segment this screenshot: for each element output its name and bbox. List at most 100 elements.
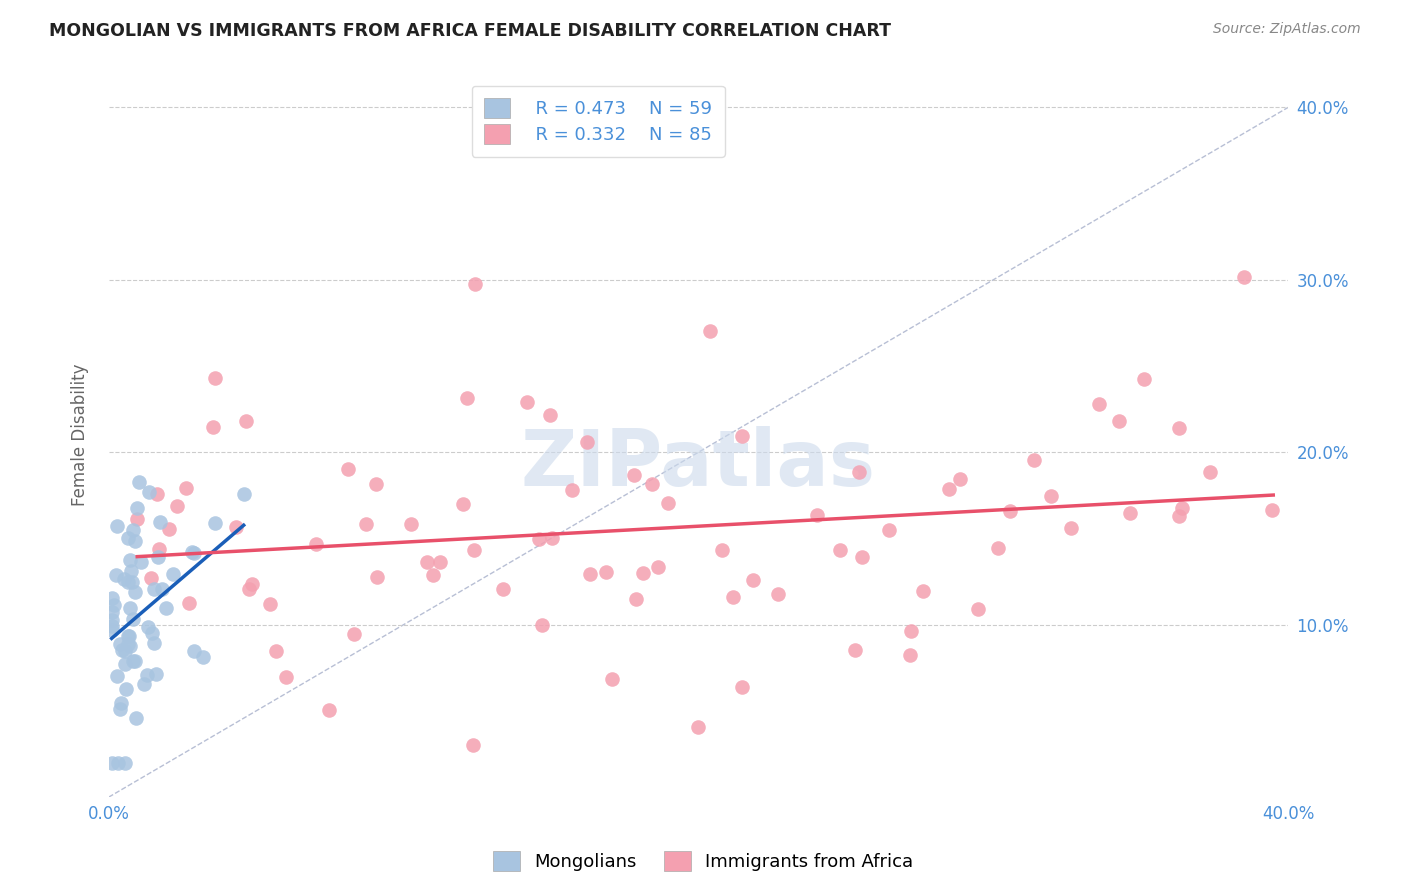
Point — [121, 612, 143, 626]
Point — [1133, 372, 1156, 386]
Point — [174, 481, 197, 495]
Point — [461, 739, 484, 753]
Point — [105, 669, 128, 683]
Point — [631, 566, 654, 581]
Point — [343, 627, 366, 641]
Point — [183, 644, 205, 658]
Point — [118, 553, 141, 567]
Point — [111, 643, 134, 657]
Point — [318, 702, 340, 716]
Point — [141, 626, 163, 640]
Point — [122, 654, 145, 668]
Point — [225, 520, 247, 534]
Point — [623, 468, 645, 483]
Point — [998, 503, 1021, 517]
Point — [686, 720, 709, 734]
Point — [699, 324, 721, 338]
Point — [183, 546, 205, 560]
Point — [1171, 500, 1194, 515]
Point — [416, 555, 439, 569]
Point — [146, 487, 169, 501]
Point — [305, 537, 328, 551]
Y-axis label: Female Disability: Female Disability — [72, 364, 89, 507]
Point — [337, 462, 360, 476]
Point — [1199, 465, 1222, 479]
Point — [100, 623, 122, 637]
Point — [463, 543, 485, 558]
Point — [117, 575, 139, 590]
Point — [516, 395, 538, 409]
Point — [949, 473, 972, 487]
Point — [987, 541, 1010, 555]
Point — [128, 475, 150, 489]
Point — [366, 570, 388, 584]
Point — [276, 670, 298, 684]
Point — [117, 629, 139, 643]
Point — [657, 496, 679, 510]
Point — [143, 582, 166, 597]
Point — [900, 624, 922, 638]
Point — [527, 532, 550, 546]
Point — [150, 582, 173, 597]
Point — [531, 618, 554, 632]
Point — [204, 516, 226, 530]
Point — [235, 414, 257, 428]
Point — [125, 501, 148, 516]
Point — [118, 639, 141, 653]
Point — [166, 499, 188, 513]
Point — [108, 637, 131, 651]
Point — [193, 649, 215, 664]
Point — [877, 523, 900, 537]
Point — [626, 591, 648, 606]
Point — [232, 487, 254, 501]
Point — [101, 613, 124, 627]
Point — [806, 508, 828, 522]
Point — [647, 560, 669, 574]
Point — [1108, 414, 1130, 428]
Point — [146, 549, 169, 564]
Point — [1119, 506, 1142, 520]
Text: ZIPatlas: ZIPatlas — [520, 426, 876, 502]
Point — [898, 648, 921, 662]
Point — [112, 572, 135, 586]
Point — [118, 629, 141, 643]
Point — [538, 408, 561, 422]
Point — [117, 531, 139, 545]
Point — [354, 516, 377, 531]
Point — [136, 620, 159, 634]
Point — [120, 601, 142, 615]
Point — [142, 636, 165, 650]
Point — [766, 587, 789, 601]
Point — [138, 485, 160, 500]
Point — [366, 476, 388, 491]
Point — [125, 711, 148, 725]
Point — [148, 541, 170, 556]
Point — [844, 643, 866, 657]
Point — [104, 568, 127, 582]
Point — [129, 555, 152, 569]
Point — [100, 756, 122, 770]
Point — [157, 522, 180, 536]
Point — [134, 677, 156, 691]
Point — [127, 512, 149, 526]
Point — [149, 515, 172, 529]
Point — [264, 644, 287, 658]
Point — [1233, 269, 1256, 284]
Point — [641, 477, 664, 491]
Point — [1167, 508, 1189, 523]
Point — [162, 567, 184, 582]
Point — [579, 567, 602, 582]
Point — [429, 555, 451, 569]
Text: MONGOLIAN VS IMMIGRANTS FROM AFRICA FEMALE DISABILITY CORRELATION CHART: MONGOLIAN VS IMMIGRANTS FROM AFRICA FEMA… — [49, 22, 891, 40]
Point — [114, 681, 136, 696]
Point — [105, 519, 128, 533]
Point — [114, 756, 136, 770]
Point — [451, 497, 474, 511]
Point — [110, 696, 132, 710]
Point — [100, 605, 122, 619]
Point — [731, 429, 754, 443]
Point — [828, 542, 851, 557]
Point — [848, 465, 870, 479]
Point — [1060, 520, 1083, 534]
Point — [710, 542, 733, 557]
